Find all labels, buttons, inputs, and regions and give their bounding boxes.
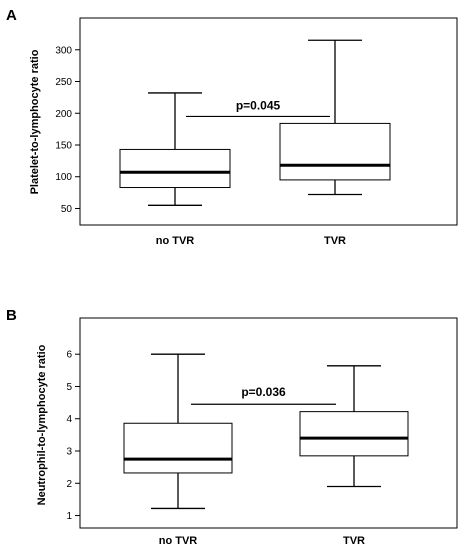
panel-b-plot: 1 2 3 4 5 6 no TVR TVR p=0.036 — [66, 330, 409, 547]
panel-label-a: A — [6, 7, 17, 24]
panel-a: A Platelet-to-lymphocyte ratio 50 100 150 2… — [6, 7, 458, 247]
panel-b: B Neutrophil-to-lymphocyte ratio 1 2 3 4 5 6 n… — [6, 307, 458, 547]
panel-a-frame — [79, 17, 458, 226]
iqr-box — [299, 411, 409, 457]
panel-b-y-tick-label: 4 — [66, 414, 72, 425]
panel-a-y-tick-label: 50 — [61, 204, 73, 215]
panel-a-significance-label: p=0.045 — [236, 98, 281, 112]
panel-b-y-tick-label: 1 — [66, 511, 72, 522]
panel-a-y-axis-label: Platelet-to-lymphocyte ratio — [29, 49, 41, 194]
panel-b-y-tick-label: 5 — [66, 382, 72, 393]
panel-a-y-tick-label: 100 — [55, 172, 72, 183]
panel-a-x-category-label: TVR — [324, 235, 346, 247]
iqr-box — [123, 422, 233, 474]
panel-label-b: B — [6, 307, 17, 324]
panel-b-y-tick-label: 6 — [66, 350, 72, 361]
panel-a-plot: 50 100 150 200 250 300 no TVR TVR p=0.045 — [55, 32, 391, 247]
panel-b-x-category-label: TVR — [343, 535, 365, 547]
panel-a-y-tick-label: 300 — [55, 45, 72, 56]
panel-a-box-tvr — [279, 39, 391, 196]
panel-b-box-tvr — [299, 365, 409, 488]
panel-b-significance-label: p=0.036 — [241, 385, 286, 399]
panel-a-y-tick-label: 200 — [55, 109, 72, 120]
panel-b-y-tick-label: 2 — [66, 479, 72, 490]
panel-b-x-category-label: no TVR — [159, 535, 198, 547]
panel-b-y-tick-label: 3 — [66, 447, 72, 458]
panel-b-box-no-tvr — [123, 353, 233, 510]
iqr-box — [279, 122, 391, 181]
panel-b-y-axis-label: Neutrophil-to-lymphocyte ratio — [36, 344, 48, 505]
iqr-box — [119, 148, 231, 189]
panel-a-y-tick-label: 150 — [55, 140, 72, 151]
panel-a-x-category-label: no TVR — [156, 235, 195, 247]
panel-a-box-no-tvr — [119, 92, 231, 206]
panel-a-y-tick-label: 250 — [55, 77, 72, 88]
